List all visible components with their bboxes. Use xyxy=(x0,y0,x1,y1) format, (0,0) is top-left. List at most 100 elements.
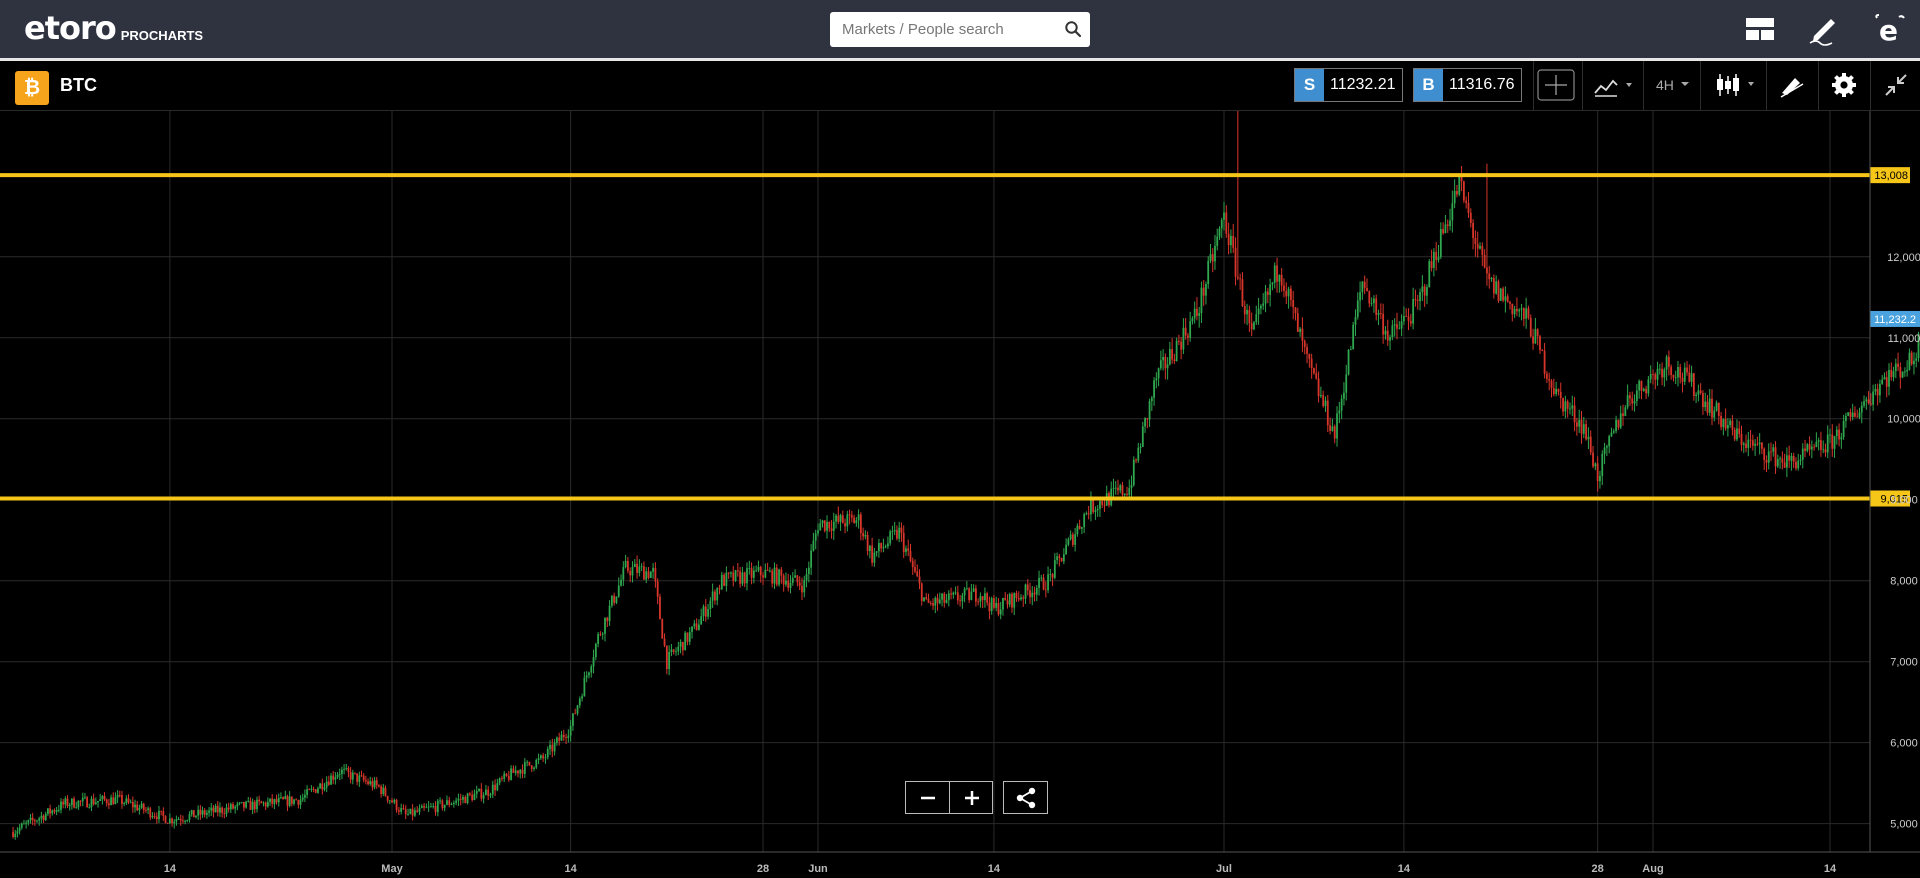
candle xyxy=(378,784,380,788)
last-price-label: 11,232.2 xyxy=(1874,314,1916,326)
candle xyxy=(253,799,256,814)
candle xyxy=(636,555,638,579)
candle xyxy=(750,562,753,585)
etoro-logo[interactable]: etoro PROCHARTS xyxy=(24,8,203,48)
collapse-button[interactable] xyxy=(1870,61,1920,110)
drawing-tools-button[interactable] xyxy=(1766,61,1816,110)
candle xyxy=(1110,481,1113,507)
indicators-button[interactable] xyxy=(1582,61,1638,110)
candle xyxy=(659,593,661,620)
x-tick-label: 28 xyxy=(757,863,769,875)
candle xyxy=(1681,372,1684,393)
search-box[interactable] xyxy=(830,12,1090,47)
candle xyxy=(1499,287,1502,302)
candle xyxy=(1363,275,1366,295)
candle xyxy=(232,801,234,810)
candle xyxy=(1333,424,1336,444)
search-icon[interactable] xyxy=(1064,20,1082,38)
search-input[interactable] xyxy=(830,12,1050,47)
candle xyxy=(1601,450,1604,486)
candlestick-type-icon xyxy=(1717,74,1754,96)
pencil-icon[interactable] xyxy=(1806,12,1842,46)
candle xyxy=(1011,592,1013,613)
candle xyxy=(434,801,437,816)
chart-type-select[interactable] xyxy=(1700,61,1764,110)
candle xyxy=(823,520,826,533)
candle xyxy=(526,760,529,767)
candle xyxy=(537,753,540,765)
candle xyxy=(544,753,547,764)
candle xyxy=(441,799,444,811)
candle xyxy=(1534,317,1537,344)
candle xyxy=(1697,384,1700,402)
candle xyxy=(1069,530,1072,541)
candle xyxy=(25,820,28,829)
candle xyxy=(647,567,650,580)
candle xyxy=(1899,362,1902,389)
candle xyxy=(1596,456,1599,492)
candle xyxy=(668,645,671,676)
candle xyxy=(1617,419,1620,431)
candle xyxy=(850,510,853,523)
buy-price-button[interactable]: B 11316.76 xyxy=(1413,68,1522,102)
candle xyxy=(36,819,38,823)
zoom-out-button[interactable] xyxy=(905,781,950,814)
candle xyxy=(473,789,476,801)
candle xyxy=(1366,278,1368,292)
candle xyxy=(1456,184,1458,198)
candle xyxy=(1897,352,1899,372)
candle xyxy=(1801,443,1804,469)
candle xyxy=(764,563,767,579)
timeframe-select[interactable]: 4H xyxy=(1643,61,1693,110)
candle xyxy=(286,794,289,812)
candle xyxy=(321,778,324,795)
layout-icon[interactable] xyxy=(1742,12,1778,46)
candle xyxy=(1280,267,1283,292)
zoom-in-button[interactable] xyxy=(949,781,993,814)
candle xyxy=(1638,379,1641,399)
candle xyxy=(1795,457,1797,471)
candle xyxy=(1038,570,1040,596)
candle xyxy=(1260,304,1262,315)
candle xyxy=(907,539,910,557)
candle xyxy=(1817,437,1820,451)
candle xyxy=(266,797,269,808)
candle xyxy=(459,793,462,806)
candle xyxy=(323,782,326,792)
etoro-e-icon[interactable]: e xyxy=(1872,12,1908,46)
sell-price-button[interactable]: S 11232.21 xyxy=(1294,68,1403,102)
candle xyxy=(1910,350,1913,366)
candle xyxy=(773,562,776,590)
candle xyxy=(427,801,430,813)
settings-button[interactable] xyxy=(1818,61,1868,110)
candle xyxy=(1516,297,1518,317)
candle xyxy=(675,647,677,656)
candle xyxy=(1729,418,1732,428)
candle xyxy=(590,664,593,678)
crosshair-button[interactable] xyxy=(1533,61,1577,110)
share-button[interactable] xyxy=(1003,781,1048,814)
candle xyxy=(798,576,801,591)
candle xyxy=(968,587,971,603)
candle xyxy=(1546,371,1548,383)
candle xyxy=(256,796,258,813)
candle xyxy=(216,800,219,817)
candle xyxy=(1695,392,1698,404)
candle xyxy=(1458,175,1461,197)
candle xyxy=(312,786,315,793)
candle xyxy=(1250,312,1253,337)
candle xyxy=(225,803,228,817)
candle xyxy=(963,586,966,603)
candle xyxy=(1144,417,1146,433)
candle xyxy=(1858,407,1861,420)
candle xyxy=(1483,249,1486,269)
candle xyxy=(1076,523,1079,537)
candle xyxy=(1285,282,1288,305)
candle xyxy=(1423,283,1426,307)
candle xyxy=(1772,444,1775,457)
candle xyxy=(519,768,522,779)
candle xyxy=(1774,441,1777,474)
candle xyxy=(700,608,703,625)
candle xyxy=(1180,336,1183,360)
price-chart[interactable]: 13,008 9,015 11,232.2 14 May 14 28 Jun 14 Jul 14 2… xyxy=(0,111,1920,878)
